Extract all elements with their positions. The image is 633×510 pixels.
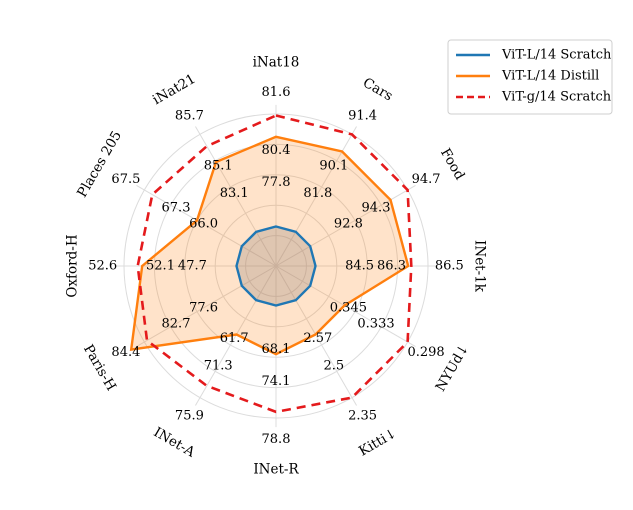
value-label-vit-g-14-scratch-inet-a: 75.9 [175, 409, 204, 424]
axis-label-places-205: Places 205 [74, 128, 125, 200]
value-label-vit-g-14-scratch-inet-r: 78.8 [262, 432, 291, 447]
legend-frame [447, 39, 613, 115]
legend-label-vit-g-14-scratch: ViT-g/14 Scratch [501, 90, 612, 105]
value-label-vit-l-14-distill-oxford-h: 52.1 [146, 259, 175, 274]
value-label-vit-l-14-scratch-nyud: 0.345 [330, 300, 367, 315]
axis-label-inat18: iNat18 [253, 54, 300, 70]
value-label-vit-l-14-distill-inat18: 80.4 [262, 143, 291, 158]
value-label-vit-l-14-distill-places-205: 67.3 [162, 201, 191, 216]
value-label-vit-g-14-scratch-inat18: 81.6 [262, 85, 291, 100]
axis-label-inet-r: INet-R [253, 462, 299, 478]
value-label-vit-l-14-scratch-paris-h: 77.6 [189, 300, 218, 315]
value-label-vit-l-14-distill-cars: 90.1 [319, 159, 348, 174]
grid-spoke [195, 126, 277, 267]
value-label-vit-l-14-distill-inet-a: 71.3 [204, 359, 233, 374]
legend: ViT-L/14 Scratch ViT-L/14 Distill ViT-g/14… [447, 39, 613, 115]
legend-label-vit-l-14-scratch: ViT-L/14 Scratch [501, 48, 612, 63]
value-label-vit-l-14-distill-nyud: 0.333 [357, 316, 394, 331]
value-label-vit-l-14-scratch-inet-r: 68.1 [262, 342, 291, 357]
grid-spoke [136, 265, 277, 347]
series-vit-g-14-scratch [136, 114, 413, 414]
value-label-vit-g-14-scratch-inet-1k: 86.5 [435, 259, 464, 274]
series-vit-l-14-distill [129, 135, 410, 356]
value-label-vit-g-14-scratch-kitti: 2.35 [348, 409, 377, 424]
grid-spoke [136, 185, 277, 267]
value-label-vit-g-14-scratch-paris-h: 84.4 [111, 345, 140, 360]
value-label-vit-l-14-distill-kitti: 2.5 [323, 359, 344, 374]
grid-spoke [275, 265, 357, 406]
value-label-vit-l-14-scratch-oxford-h: 47.7 [178, 259, 207, 274]
value-label-vit-g-14-scratch-oxford-h: 52.6 [88, 259, 117, 274]
value-label-vit-l-14-scratch-inat21: 83.1 [220, 186, 249, 201]
value-label-vit-l-14-distill-inat21: 85.1 [204, 159, 233, 174]
axis-label-cars: Cars [360, 75, 396, 105]
value-label-vit-l-14-scratch-food: 92.8 [334, 217, 363, 232]
value-label-vit-g-14-scratch-places-205: 67.5 [111, 172, 140, 187]
value-label-vit-l-14-distill-food: 94.3 [362, 201, 391, 216]
value-label-vit-l-14-scratch-cars: 81.8 [303, 186, 332, 201]
grid-spoke [275, 126, 357, 267]
axis-label-inet-1k: INet-1k [472, 240, 488, 293]
series-vit-l-14-scratch [235, 225, 317, 307]
axis-label-oxford-h: Oxford-H [64, 234, 80, 297]
value-label-vit-l-14-scratch-places-205: 66.0 [189, 217, 218, 232]
value-label-vit-l-14-distill-paris-h: 82.7 [162, 316, 191, 331]
value-label-vit-g-14-scratch-nyud: 0.298 [407, 345, 444, 360]
value-label-vit-l-14-distill-inet-1k: 86.3 [377, 259, 406, 274]
value-label-vit-g-14-scratch-food: 94.7 [412, 172, 441, 187]
value-label-vit-l-14-scratch-inet-1k: 84.5 [345, 259, 374, 274]
value-label-vit-l-14-scratch-inat18: 77.8 [262, 175, 291, 190]
axis-label-food: Food [437, 146, 468, 183]
axis-label-inet-a: INet-A [151, 424, 198, 460]
grid-spoke [275, 265, 416, 347]
value-label-vit-l-14-distill-inet-r: 74.1 [262, 374, 291, 389]
value-label-vit-g-14-scratch-inat21: 85.7 [175, 108, 204, 123]
value-label-vit-l-14-scratch-kitti: 2.57 [303, 331, 332, 346]
axis-label-inat21: iNat21 [150, 71, 199, 108]
value-labels: 77.8 81.8 92.8 84.5 0.345 2.57 68.1 61.7 77.6 47.… [88, 85, 464, 447]
value-label-vit-g-14-scratch-cars: 91.4 [348, 108, 377, 123]
axis-label-kitti: Kitti↓ [356, 425, 399, 459]
legend-label-vit-l-14-distill: ViT-L/14 Distill [501, 69, 599, 84]
value-label-vit-l-14-scratch-inet-a: 61.7 [220, 331, 249, 346]
radar-grid [114, 104, 438, 428]
radar-series [129, 114, 413, 414]
grid-spoke [275, 185, 416, 267]
